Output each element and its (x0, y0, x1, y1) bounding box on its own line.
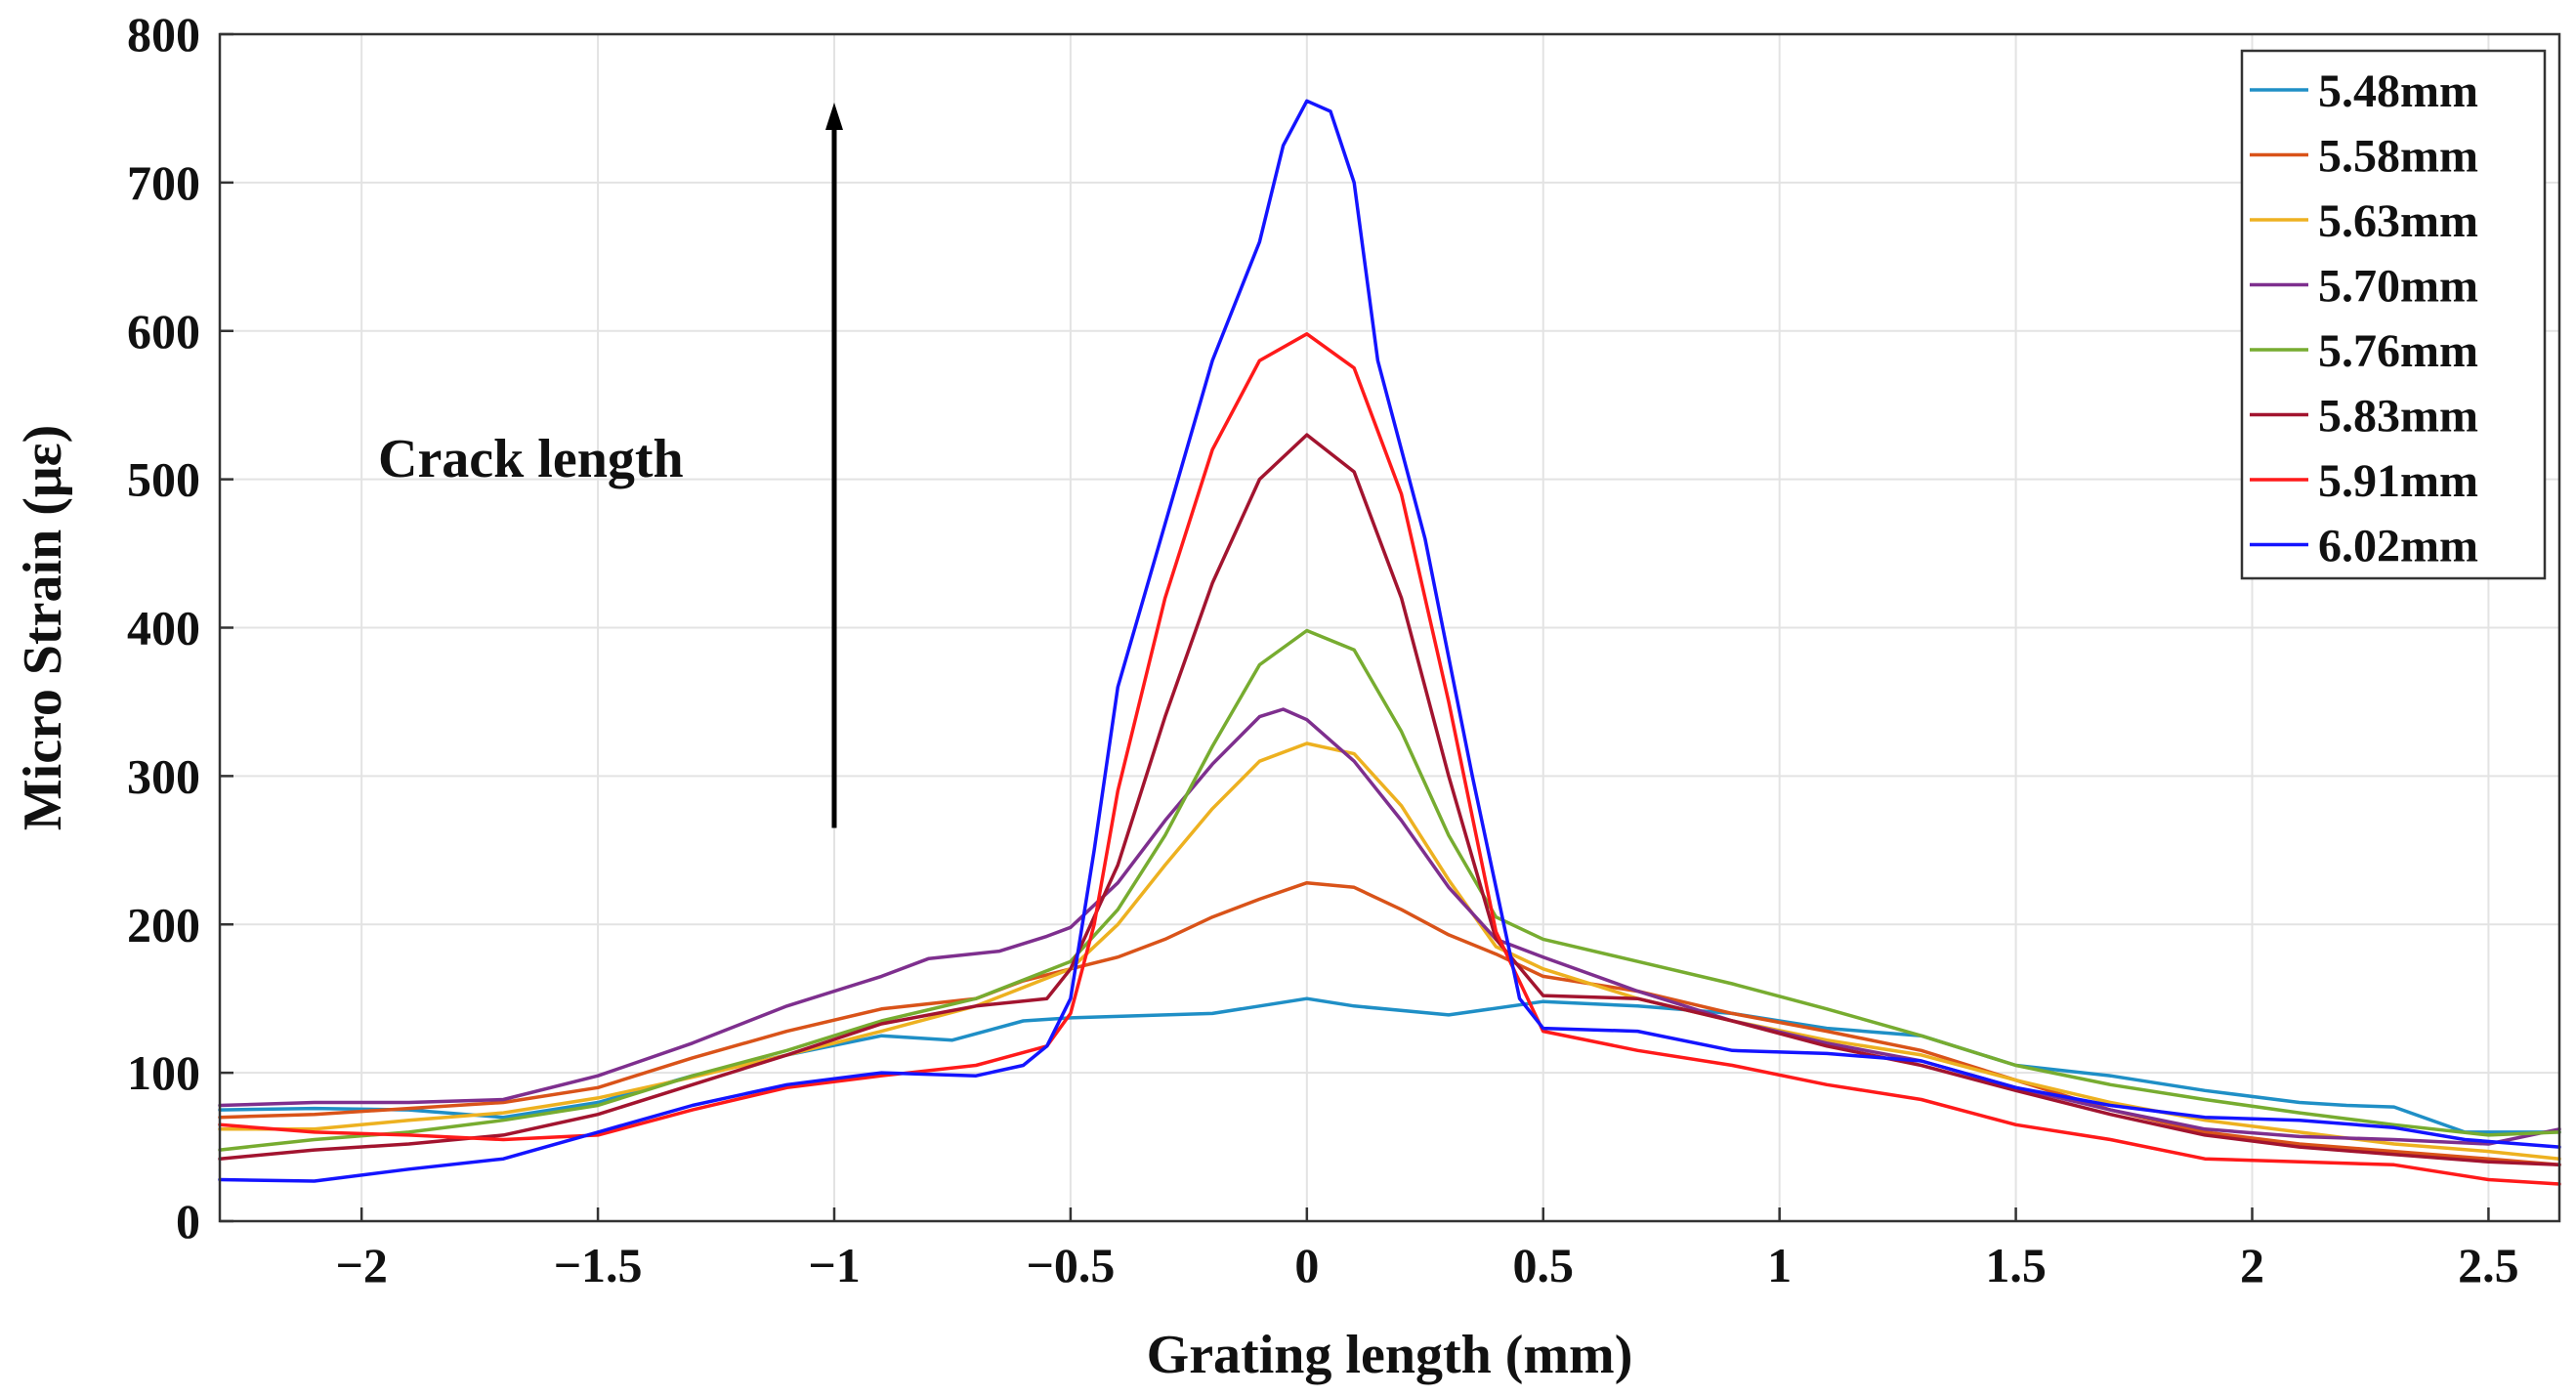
legend-box (2240, 49, 2547, 580)
x-tick-label-8: 2 (2240, 1238, 2264, 1292)
tick-labels: −2 −1.5 −1 −0.5 0 0.5 1 1.5 2 2.5 0 100 200 300 400 500… (127, 7, 2519, 1292)
legend: 5.48mm 5.58mm 5.63mm 5.70mm 5.76mm 5.83mm 5.91… (2240, 49, 2547, 580)
series-line-5.48mm (218, 996, 2561, 1134)
legend-label-6.02mm: 6.02mm (2318, 521, 2478, 572)
legend-label-5.63mm: 5.63mm (2318, 195, 2478, 247)
legend-label-5.70mm: 5.70mm (2318, 261, 2478, 313)
series-line-5.70mm (218, 707, 2561, 1146)
series-lines (218, 99, 2561, 1186)
x-tick-label-6: 1 (1767, 1238, 1792, 1292)
x-tick-label-0: −2 (335, 1238, 388, 1292)
y-tick-label-3: 300 (127, 748, 200, 803)
y-tick-label-8: 800 (127, 7, 200, 62)
x-tick-label-7: 1.5 (1985, 1238, 2047, 1292)
y-tick-label-5: 500 (127, 452, 200, 507)
x-tick-label-5: 0.5 (1512, 1238, 1574, 1292)
x-axis-title: Grating length (mm) (1147, 1325, 1633, 1385)
annotation-layer: Crack length (378, 102, 843, 828)
series-line-5.83mm (218, 433, 2561, 1167)
x-tick-label-4: 0 (1294, 1238, 1319, 1292)
x-tick-label-3: −0.5 (1026, 1238, 1115, 1292)
legend-label-5.58mm: 5.58mm (2318, 131, 2478, 183)
gridlines (220, 33, 2559, 1222)
series-line-5.91mm (218, 332, 2561, 1186)
y-tick-label-4: 400 (127, 601, 200, 656)
crack-length-annotation: Crack length (378, 429, 684, 489)
axes (218, 32, 2561, 1223)
x-tick-label-9: 2.5 (2458, 1238, 2519, 1292)
y-tick-label-6: 600 (127, 304, 200, 359)
x-tick-label-1: −1.5 (554, 1238, 643, 1292)
crack-length-arrow-head (824, 102, 843, 130)
series-line-5.76mm (218, 628, 2561, 1152)
legend-label-5.48mm: 5.48mm (2318, 65, 2478, 117)
y-axis-title: Micro Strain (με) (13, 425, 73, 830)
y-tick-label-2: 200 (127, 897, 200, 952)
legend-label-5.76mm: 5.76mm (2318, 325, 2478, 377)
x-tick-label-2: −1 (808, 1238, 861, 1292)
series-line-6.02mm (218, 99, 2561, 1183)
legend-label-5.83mm: 5.83mm (2318, 391, 2478, 443)
legend-label-5.91mm: 5.91mm (2318, 455, 2478, 507)
y-tick-label-1: 100 (127, 1045, 200, 1100)
y-tick-label-7: 700 (127, 155, 200, 210)
y-tick-label-0: 0 (176, 1194, 200, 1249)
